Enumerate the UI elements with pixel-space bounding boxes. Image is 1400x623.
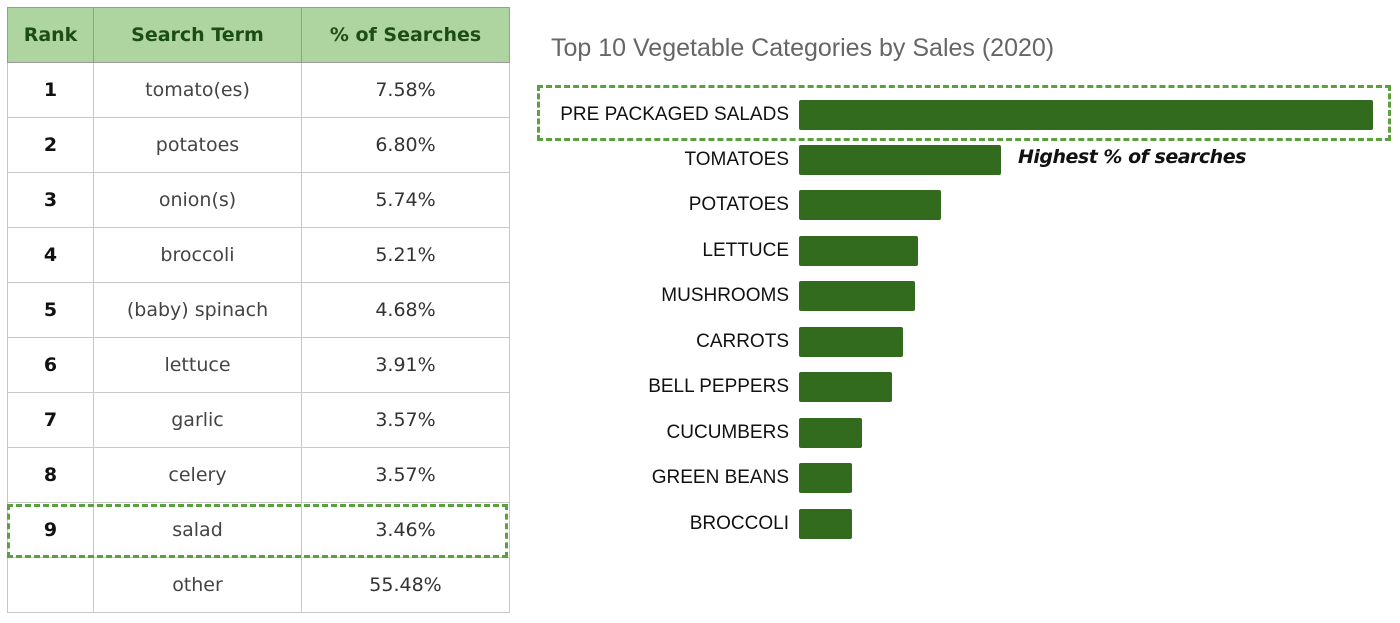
search-term-cell: salad: [93, 502, 302, 558]
rank-cell: 1: [7, 62, 94, 118]
table-row: 2 potatoes 6.80%: [7, 117, 510, 173]
table-row: 3 onion(s) 5.74%: [7, 172, 510, 228]
bar-label: BELL PEPPERS: [648, 376, 789, 397]
bar-label: BROCCOLI: [689, 513, 789, 534]
bar-label: PRE PACKAGED SALADS: [560, 104, 789, 125]
rank-cell: 4: [7, 227, 94, 283]
pct-cell: 5.21%: [301, 227, 510, 283]
bar-row: GREEN BEANS: [540, 463, 1400, 493]
bar-row: POTATOES: [540, 190, 1400, 220]
bar: [799, 100, 1373, 130]
table-row: 8 celery 3.57%: [7, 447, 510, 503]
pct-cell: 3.91%: [301, 337, 510, 393]
bar-label: CARROTS: [696, 331, 789, 352]
bar: [799, 190, 941, 220]
rank-cell: 3: [7, 172, 94, 228]
chart-title: Top 10 Vegetable Categories by Sales (20…: [551, 34, 1055, 62]
bar-row: BROCCOLI: [540, 509, 1400, 539]
pct-cell: 4.68%: [301, 282, 510, 338]
table-row: 4 broccoli 5.21%: [7, 227, 510, 283]
bar: [799, 236, 918, 266]
table-row: 6 lettuce 3.91%: [7, 337, 510, 393]
header-pct-searches: % of Searches: [301, 7, 510, 63]
search-terms-table: Rank Search Term % of Searches 1 tomato(e…: [7, 7, 510, 613]
rank-cell: 5: [7, 282, 94, 338]
search-term-cell: potatoes: [93, 117, 302, 173]
search-term-cell: tomato(es): [93, 62, 302, 118]
pct-cell: 55.48%: [301, 557, 510, 613]
table-row: 7 garlic 3.57%: [7, 392, 510, 448]
rank-cell: 7: [7, 392, 94, 448]
bar-row: PRE PACKAGED SALADS: [540, 100, 1400, 130]
rank-cell: [7, 557, 94, 613]
pct-cell: 6.80%: [301, 117, 510, 173]
bar-row: CARROTS: [540, 327, 1400, 357]
rank-cell: 8: [7, 447, 94, 503]
rank-cell: 9: [7, 502, 94, 558]
annotation-highest-searches: Highest % of searches: [1018, 146, 1246, 168]
bar: [799, 327, 903, 357]
bar-label: TOMATOES: [684, 149, 789, 170]
pct-cell: 7.58%: [301, 62, 510, 118]
header-search-term: Search Term: [93, 7, 302, 63]
bar-row: BELL PEPPERS: [540, 372, 1400, 402]
bar-label: POTATOES: [688, 194, 789, 215]
search-term-cell: (baby) spinach: [93, 282, 302, 338]
bar: [799, 145, 1001, 175]
table-row: 9 salad 3.46%: [7, 502, 510, 558]
table-header-row: Rank Search Term % of Searches: [7, 7, 510, 63]
table-row: 5 (baby) spinach 4.68%: [7, 282, 510, 338]
pct-cell: 3.46%: [301, 502, 510, 558]
rank-cell: 6: [7, 337, 94, 393]
bar-label: GREEN BEANS: [651, 467, 789, 488]
bar-label: LETTUCE: [702, 240, 789, 261]
table-row: other 55.48%: [7, 557, 510, 613]
pct-cell: 5.74%: [301, 172, 510, 228]
bar: [799, 418, 862, 448]
search-term-cell: lettuce: [93, 337, 302, 393]
header-rank: Rank: [7, 7, 94, 63]
bar-row: MUSHROOMS: [540, 281, 1400, 311]
bar-label: MUSHROOMS: [661, 285, 789, 306]
bar: [799, 281, 915, 311]
search-term-cell: garlic: [93, 392, 302, 448]
bar-row: TOMATOES: [540, 145, 1400, 175]
search-term-cell: other: [93, 557, 302, 613]
bar-row: LETTUCE: [540, 236, 1400, 266]
bar-label: CUCUMBERS: [666, 422, 789, 443]
bar: [799, 509, 852, 539]
bar-row: CUCUMBERS: [540, 418, 1400, 448]
bar: [799, 372, 892, 402]
search-term-cell: celery: [93, 447, 302, 503]
pct-cell: 3.57%: [301, 447, 510, 503]
search-term-cell: broccoli: [93, 227, 302, 283]
pct-cell: 3.57%: [301, 392, 510, 448]
bar: [799, 463, 852, 493]
search-term-cell: onion(s): [93, 172, 302, 228]
table-row: 1 tomato(es) 7.58%: [7, 62, 510, 118]
rank-cell: 2: [7, 117, 94, 173]
